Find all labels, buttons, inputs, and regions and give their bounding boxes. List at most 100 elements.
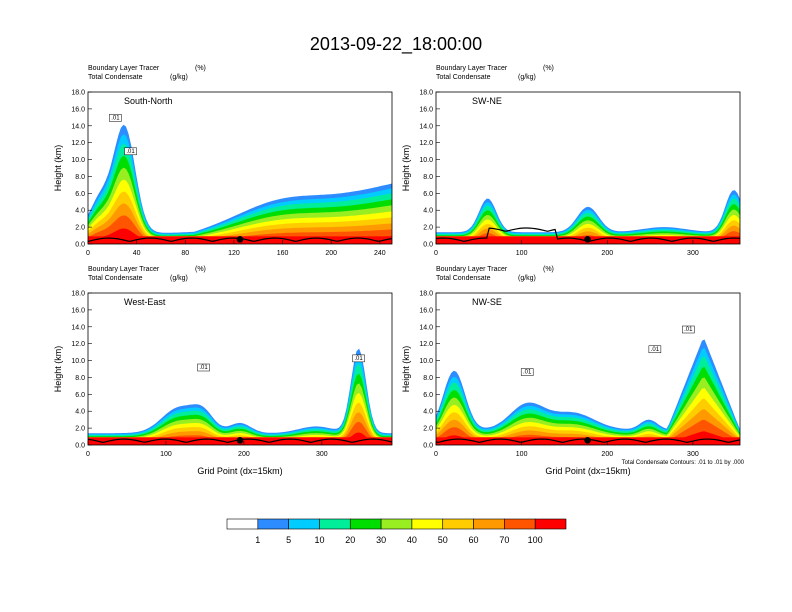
figure-title: 2013-09-22_18:00:00	[310, 34, 482, 55]
contour-label-box	[352, 354, 365, 363]
x-tick-label: 200	[601, 250, 613, 257]
panel-sw-ne: Boundary Layer Tracer (%) Total Condensate…	[401, 65, 741, 257]
x-tick-label: 200	[238, 451, 250, 458]
y-tick-label: 10.0	[71, 157, 85, 164]
x-tick-label: 40	[133, 250, 141, 257]
y-tick-label: 6.0	[75, 191, 85, 198]
x-tick-label: 240	[374, 250, 386, 257]
y-tick-label: 8.0	[423, 174, 433, 181]
x-tick-label: 300	[687, 451, 699, 458]
y-tick-label: 2.0	[423, 426, 433, 433]
y-axis-label: Height (km)	[53, 346, 63, 393]
colorbar-swatch	[380, 518, 413, 530]
y-tick-label: 10.0	[419, 157, 433, 164]
contour-label-box	[682, 325, 695, 334]
y-tick-label: 18.0	[419, 90, 433, 97]
colorbar-swatch	[534, 518, 567, 530]
colorbar-label: 5	[286, 535, 291, 545]
panel-name: South-North	[124, 96, 173, 106]
tracer-level	[436, 409, 740, 445]
colorbar-label: 100	[528, 535, 543, 545]
y-tick-label: 6.0	[75, 392, 85, 399]
y-tick-label: 16.0	[419, 106, 433, 113]
tracer-level	[436, 398, 740, 445]
x-tick-label: 0	[434, 451, 438, 458]
colorbar-label: 10	[314, 535, 324, 545]
y-tick-label: 6.0	[423, 191, 433, 198]
x-tick-label: 200	[601, 451, 613, 458]
colorbar-label: 30	[376, 535, 386, 545]
contour-label: .01	[354, 356, 363, 362]
x-tick-label: 100	[160, 451, 172, 458]
x-tick-label: 160	[277, 250, 289, 257]
x-tick-label: 200	[325, 250, 337, 257]
y-tick-label: 4.0	[75, 409, 85, 416]
tracer-level	[88, 393, 392, 445]
colorbar-label: 70	[499, 535, 509, 545]
y-tick-label: 12.0	[419, 140, 433, 147]
x-tick-label: 0	[86, 451, 90, 458]
panel-name: NW-SE	[472, 297, 502, 307]
y-tick-label: 8.0	[423, 375, 433, 382]
colorbar-label: 60	[468, 535, 478, 545]
y-tick-label: 2.0	[75, 426, 85, 433]
contour-label-box	[648, 345, 662, 354]
panel-header-line1-unit: (%)	[543, 266, 554, 273]
x-tick-label: 0	[86, 250, 90, 257]
panel-header-line2-unit: (g/kg)	[518, 275, 536, 282]
y-axis-label: Height (km)	[401, 346, 411, 393]
colorbar-label: 20	[345, 535, 355, 545]
tracer-level	[88, 412, 392, 445]
panel-nw-se: Boundary Layer Tracer (%) Total Condensate…	[401, 266, 741, 476]
panel-header-line1: Boundary Layer Tracer	[88, 65, 160, 72]
y-tick-label: 14.0	[419, 123, 433, 130]
y-tick-label: 10.0	[419, 358, 433, 365]
contour-label: .01	[111, 115, 120, 121]
y-tick-label: 12.0	[71, 341, 85, 348]
location-marker	[584, 236, 591, 243]
contour-note: Total Condensate Contours: .01 to .01 by…	[622, 460, 745, 466]
colorbar-swatch	[411, 518, 444, 530]
y-axis-label: Height (km)	[53, 145, 63, 192]
contour-label: .01	[199, 365, 208, 371]
y-tick-label: 12.0	[71, 140, 85, 147]
location-marker	[236, 236, 244, 243]
y-tick-label: 14.0	[71, 324, 85, 331]
colorbar-swatch	[288, 518, 320, 530]
y-tick-label: 2.0	[75, 225, 85, 232]
x-tick-label: 100	[516, 451, 528, 458]
colorbar-swatch	[349, 518, 382, 530]
panel-west-east: Boundary Layer Tracer (%) Total Condensate…	[53, 266, 393, 476]
panel-header-line1: Boundary Layer Tracer	[436, 266, 508, 273]
location-marker	[584, 437, 591, 444]
plot-frame	[87, 91, 393, 245]
y-tick-label: 8.0	[75, 174, 85, 181]
colorbar-label: 1	[255, 535, 260, 545]
panel-name: SW-NE	[472, 96, 502, 106]
colorbar-swatch	[504, 518, 536, 530]
colorbar-label: 50	[438, 535, 448, 545]
x-tick-label: 0	[434, 250, 438, 257]
location-marker	[236, 437, 244, 444]
y-tick-label: 8.0	[75, 375, 85, 382]
panel-south-north: Boundary Layer Tracer (%) Total Condensate…	[53, 65, 393, 257]
y-tick-label: 14.0	[71, 123, 85, 130]
y-tick-label: 2.0	[423, 225, 433, 232]
y-tick-label: 0.0	[75, 242, 85, 249]
x-tick-label: 300	[316, 451, 328, 458]
y-tick-label: 10.0	[71, 358, 85, 365]
panel-header-line2-unit: (g/kg)	[518, 74, 536, 81]
x-tick-label: 100	[516, 250, 528, 257]
y-tick-label: 18.0	[419, 291, 433, 298]
plot-frame	[435, 292, 741, 446]
panel-header-line2-unit: (g/kg)	[170, 74, 188, 81]
contour-label-box	[124, 147, 137, 156]
y-tick-label: 4.0	[423, 409, 433, 416]
colorbar-swatch	[442, 518, 474, 530]
y-tick-label: 4.0	[75, 208, 85, 215]
y-tick-label: 0.0	[75, 443, 85, 450]
plot-frame	[87, 292, 393, 446]
tracer-field	[436, 190, 740, 244]
y-tick-label: 14.0	[419, 324, 433, 331]
y-tick-label: 6.0	[423, 392, 433, 399]
